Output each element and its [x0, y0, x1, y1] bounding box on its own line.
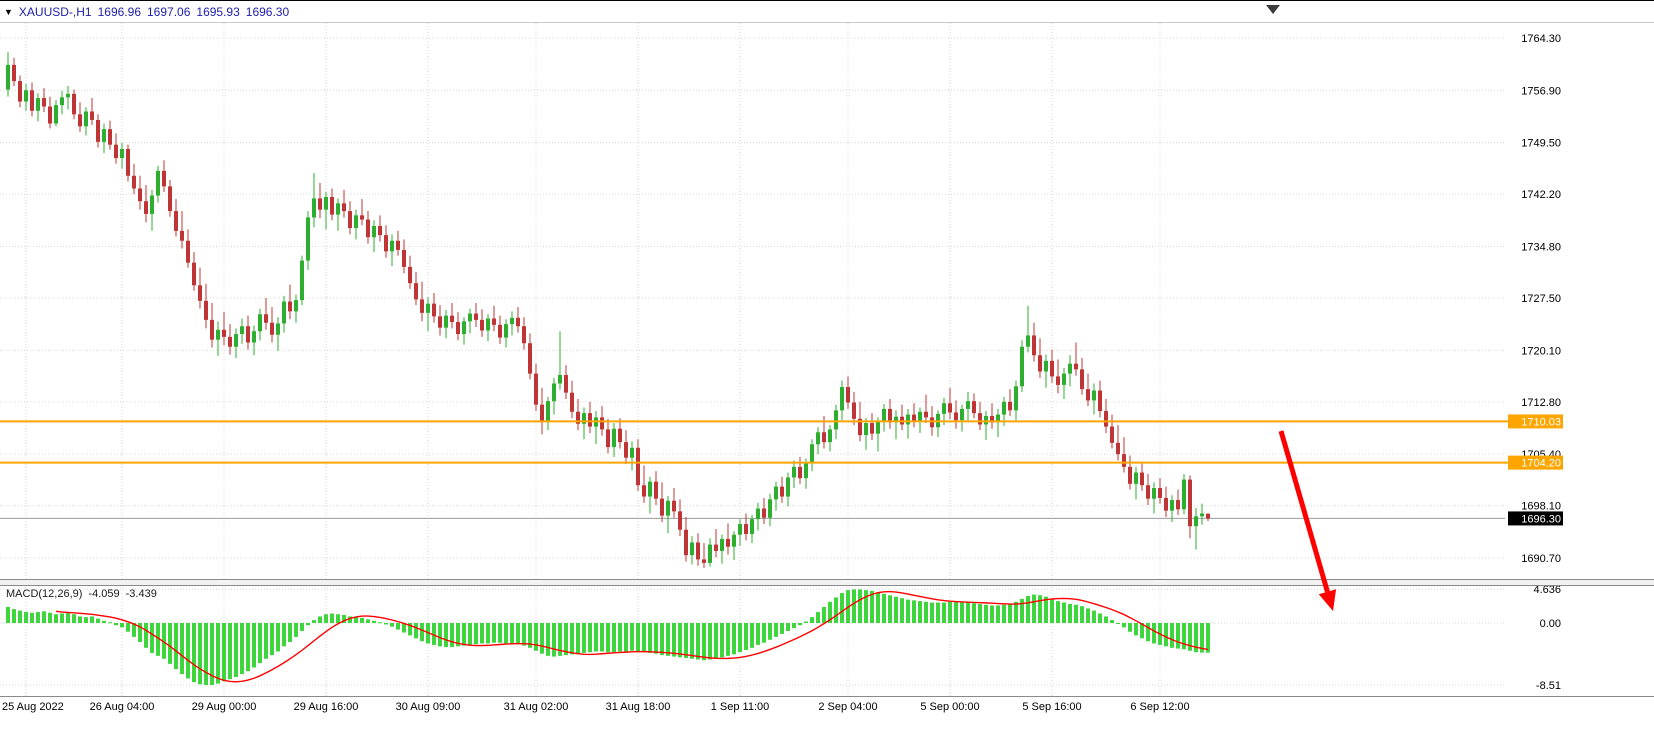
chart-title-bar: ▼ XAUUSD-,H1 1696.96 1697.06 1695.93 169… — [4, 5, 289, 19]
macd-main-value: -4.059 — [88, 588, 120, 600]
macd-indicator-label: MACD(12,26,9) -4.059 -3.439 — [6, 588, 157, 600]
quote-open: 1696.96 — [97, 5, 141, 19]
svg-text:0.00: 0.00 — [1540, 618, 1561, 630]
svg-text:1720.10: 1720.10 — [1521, 345, 1561, 357]
svg-text:31 Aug 02:00: 31 Aug 02:00 — [504, 701, 569, 713]
symbol-timeframe-label: XAUUSD-,H1 — [18, 5, 92, 19]
chart-shift-marker-icon[interactable] — [1266, 5, 1280, 14]
svg-text:31 Aug 18:00: 31 Aug 18:00 — [606, 701, 671, 713]
svg-text:1749.50: 1749.50 — [1521, 138, 1561, 150]
svg-text:2 Sep 04:00: 2 Sep 04:00 — [818, 701, 877, 713]
svg-text:1690.70: 1690.70 — [1521, 553, 1561, 565]
svg-text:5 Sep 00:00: 5 Sep 00:00 — [920, 701, 979, 713]
svg-text:1742.20: 1742.20 — [1521, 189, 1561, 201]
svg-text:1712.80: 1712.80 — [1521, 397, 1561, 409]
svg-text:25 Aug 2022: 25 Aug 2022 — [2, 701, 64, 713]
svg-text:29 Aug 00:00: 29 Aug 00:00 — [192, 701, 257, 713]
svg-text:1727.50: 1727.50 — [1521, 293, 1561, 305]
svg-text:1710.03: 1710.03 — [1521, 416, 1561, 428]
svg-text:5 Sep 16:00: 5 Sep 16:00 — [1022, 701, 1081, 713]
svg-text:1756.90: 1756.90 — [1521, 85, 1561, 97]
symbol-dropdown-icon[interactable]: ▼ — [4, 6, 13, 17]
svg-text:1764.30: 1764.30 — [1521, 33, 1561, 45]
quote-low: 1695.93 — [196, 5, 240, 19]
svg-text:29 Aug 16:00: 29 Aug 16:00 — [294, 701, 359, 713]
svg-text:4.636: 4.636 — [1533, 584, 1561, 596]
svg-text:1734.80: 1734.80 — [1521, 241, 1561, 253]
quote-high: 1697.06 — [147, 5, 191, 19]
svg-text:1698.10: 1698.10 — [1521, 501, 1561, 513]
svg-text:1696.30: 1696.30 — [1521, 513, 1561, 525]
svg-text:1704.20: 1704.20 — [1521, 458, 1561, 470]
macd-name: MACD(12,26,9) — [6, 588, 83, 600]
quote-close: 1696.30 — [245, 5, 290, 19]
svg-text:1 Sep 11:00: 1 Sep 11:00 — [711, 701, 770, 713]
svg-text:-8.51: -8.51 — [1536, 680, 1561, 692]
svg-text:26 Aug 04:00: 26 Aug 04:00 — [90, 701, 155, 713]
svg-text:30 Aug 09:00: 30 Aug 09:00 — [396, 701, 461, 713]
svg-text:6 Sep 12:00: 6 Sep 12:00 — [1130, 701, 1189, 713]
macd-signal-value: -3.439 — [125, 588, 157, 600]
